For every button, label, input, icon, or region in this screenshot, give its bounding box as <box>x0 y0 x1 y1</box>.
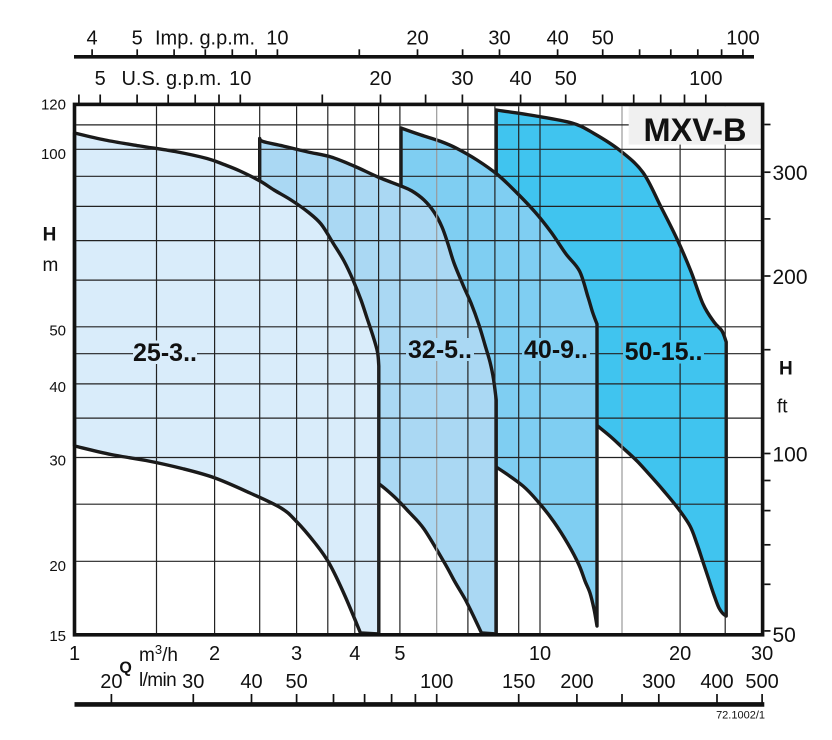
svg-text:500: 500 <box>745 671 778 693</box>
svg-text:MXV-B: MXV-B <box>644 112 747 148</box>
svg-text:Imp. g.p.m.: Imp. g.p.m. <box>155 28 255 50</box>
svg-text:150: 150 <box>502 671 535 693</box>
svg-text:100: 100 <box>41 146 66 163</box>
svg-text:10: 10 <box>266 28 288 50</box>
svg-text:5: 5 <box>95 68 106 90</box>
svg-text:10: 10 <box>229 68 251 90</box>
svg-text:1: 1 <box>69 643 80 665</box>
svg-text:400: 400 <box>700 671 733 693</box>
svg-text:U.S. g.p.m.: U.S. g.p.m. <box>121 68 221 90</box>
svg-text:100: 100 <box>420 671 453 693</box>
svg-text:200: 200 <box>773 266 808 289</box>
svg-text:2: 2 <box>209 643 220 665</box>
svg-text:20: 20 <box>406 28 428 50</box>
svg-text:30: 30 <box>488 28 510 50</box>
svg-text:300: 300 <box>642 671 675 693</box>
svg-text:H: H <box>43 225 57 246</box>
svg-text:H: H <box>779 359 793 380</box>
svg-text:40: 40 <box>240 671 262 693</box>
svg-text:15: 15 <box>49 628 66 645</box>
svg-text:200: 200 <box>560 671 593 693</box>
svg-text:30: 30 <box>182 671 204 693</box>
svg-text:30: 30 <box>751 643 773 665</box>
svg-text:20: 20 <box>669 643 691 665</box>
svg-text:20: 20 <box>49 558 66 575</box>
svg-text:50: 50 <box>285 671 307 693</box>
svg-text:100: 100 <box>726 28 759 50</box>
svg-text:Q: Q <box>119 660 131 677</box>
svg-text:4: 4 <box>87 28 98 50</box>
svg-text:40: 40 <box>49 379 66 396</box>
svg-text:m: m <box>42 255 58 276</box>
svg-text:40-9..: 40-9.. <box>524 336 588 364</box>
svg-text:100: 100 <box>689 68 722 90</box>
svg-text:120: 120 <box>41 97 66 114</box>
svg-text:50: 50 <box>555 68 577 90</box>
svg-text:4: 4 <box>349 643 360 665</box>
svg-text:50: 50 <box>592 28 614 50</box>
svg-text:ft: ft <box>777 397 788 418</box>
svg-text:40: 40 <box>509 68 531 90</box>
svg-text:32-5..: 32-5.. <box>408 336 472 364</box>
svg-text:100: 100 <box>773 444 808 467</box>
svg-text:5: 5 <box>132 28 143 50</box>
svg-text:50: 50 <box>773 624 796 647</box>
svg-text:20: 20 <box>369 68 391 90</box>
svg-text:30: 30 <box>49 453 66 470</box>
svg-text:50-15..: 50-15.. <box>625 338 703 366</box>
svg-text:3: 3 <box>291 643 302 665</box>
svg-text:300: 300 <box>773 162 808 185</box>
svg-text:10: 10 <box>529 643 551 665</box>
svg-text:72.1002/1: 72.1002/1 <box>716 710 765 722</box>
svg-text:50: 50 <box>49 322 66 339</box>
svg-text:5: 5 <box>394 643 405 665</box>
svg-text:20: 20 <box>100 671 122 693</box>
svg-text:25-3..: 25-3.. <box>133 339 197 367</box>
svg-text:30: 30 <box>451 68 473 90</box>
svg-text:40: 40 <box>546 28 568 50</box>
svg-text:l/min: l/min <box>139 670 176 691</box>
